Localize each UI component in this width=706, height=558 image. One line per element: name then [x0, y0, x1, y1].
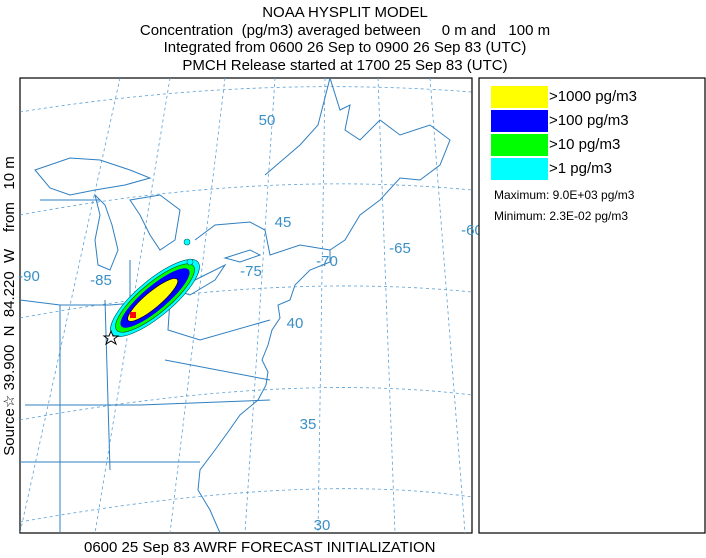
coastline	[197, 78, 451, 533]
plume-contour	[186, 258, 194, 266]
legend-label: >1 pg/m3	[549, 160, 612, 177]
legend-label: >1000 pg/m3	[549, 88, 637, 105]
subtitle: Integrated from 0600 26 Sep to 0900 26 S…	[164, 39, 527, 56]
lon-label: -85	[90, 272, 112, 289]
legend-label: >100 pg/m3	[549, 112, 629, 129]
graticule	[317, 78, 326, 533]
lat-label: 35	[300, 416, 317, 433]
lat-label: 45	[275, 214, 292, 231]
lake	[173, 263, 227, 296]
graticule	[377, 78, 396, 533]
maximum: Maximum: 9.0E+03 pg/m3	[494, 188, 635, 202]
plume-contour	[127, 278, 179, 322]
lon-label: -70	[316, 253, 338, 270]
subtitle: PMCH Release started at 1700 25 Sep 83 (…	[182, 57, 507, 74]
legend: >1000 pg/m3 >100 pg/m3 >10 pg/m3 >1 pg/m3	[491, 86, 637, 180]
legend-swatch	[491, 86, 548, 108]
lat-label: 40	[287, 315, 304, 332]
graticule	[169, 78, 226, 533]
graticule	[20, 183, 472, 216]
plume-contour	[183, 238, 191, 246]
graticule-labels: 50 45 40 35 30 -90 -85 -75 -70 -65 -60	[18, 112, 483, 534]
border	[194, 221, 331, 256]
legend-swatch	[491, 158, 548, 180]
legend-label: >10 pg/m3	[549, 136, 620, 153]
graticule	[20, 285, 472, 319]
lon-label: -75	[240, 263, 262, 280]
subtitle: Concentration (pg/m3) averaged between 0…	[140, 22, 550, 39]
lat-label: 30	[314, 517, 331, 534]
graticule	[20, 387, 472, 421]
title: NOAA HYSPLIT MODEL	[262, 4, 428, 21]
source-star	[102, 329, 120, 346]
map-layers	[20, 78, 472, 533]
lon-label: -60	[461, 222, 483, 239]
lon-label: -65	[389, 240, 411, 257]
coastline	[264, 78, 331, 176]
lat-label: 50	[259, 112, 276, 129]
legend-swatch	[491, 110, 548, 132]
graticule	[429, 78, 466, 533]
lake	[94, 193, 119, 271]
minimum: Minimum: 2.3E-02 pg/m3	[494, 209, 628, 223]
lake	[34, 157, 152, 196]
border	[20, 199, 271, 533]
graticule	[20, 86, 472, 113]
lon-label: -90	[18, 268, 40, 285]
source-label: Source☆ 39.900 N 84.220 W from 10 m	[1, 156, 18, 455]
footer: 0600 25 Sep 83 AWRF FORECAST INITIALIZAT…	[84, 539, 436, 556]
graticule	[244, 78, 276, 533]
lake	[129, 194, 181, 251]
legend-swatch	[491, 134, 548, 156]
lake	[223, 249, 262, 263]
max-marker	[130, 312, 136, 318]
map: 50 45 40 35 30 -90 -85 -75 -70 -65 -60	[18, 77, 483, 534]
